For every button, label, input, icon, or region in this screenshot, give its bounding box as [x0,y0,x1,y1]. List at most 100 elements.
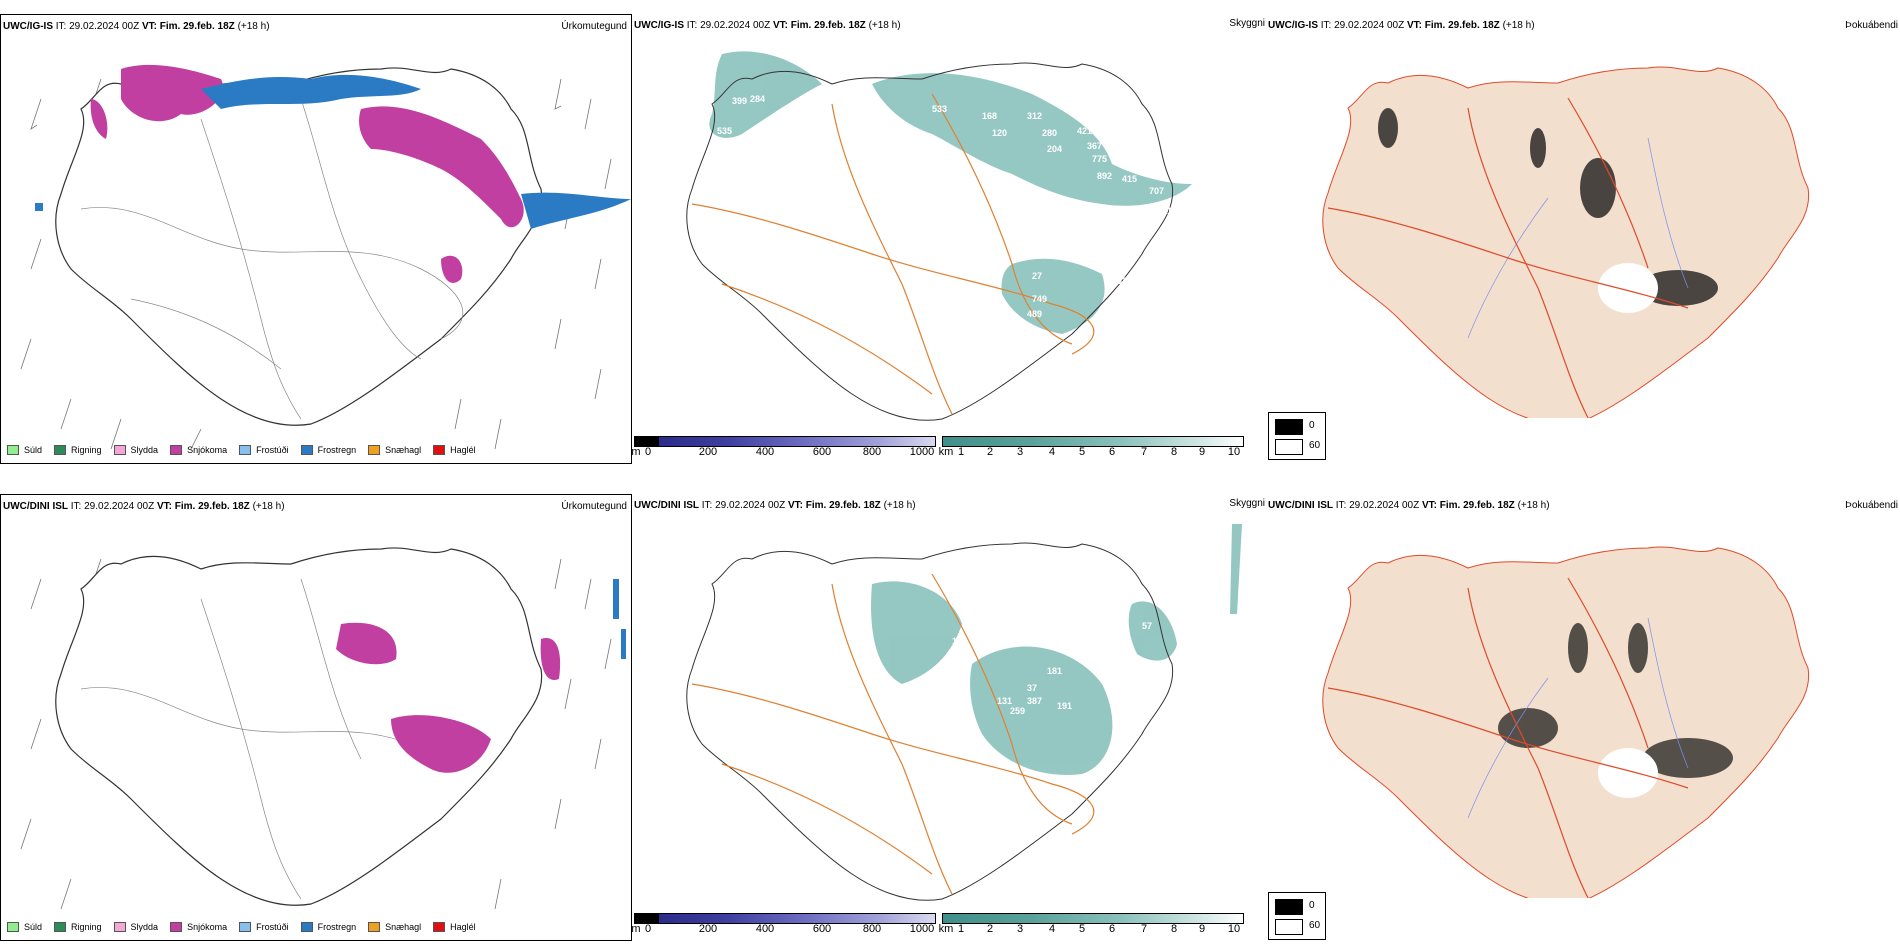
vis-tick: 2 [986,446,994,458]
precip-map-top [20,64,631,449]
legend-label: Snæhagl [385,445,422,455]
ceiling-ticks-bottom: m 0 200 400 600 800 1000 [631,923,942,935]
cloud-label: 421 [1077,126,1092,136]
legend-label: Snæhagl [385,922,422,932]
legend-swatch [300,922,313,932]
lead-time: (+18 h) [868,20,901,31]
cloud-label: 137 [1167,206,1182,216]
cloud-label: 181 [1047,666,1062,676]
cloud-label: 284 [750,94,765,104]
fog-label: 60 [1309,440,1321,451]
ceiling-tick: 600 [812,446,832,458]
it-label: IT: [55,21,67,32]
vis-colorbar-top [942,436,1244,447]
init-time: 29.02.2024 00Z [715,500,786,511]
iceland-outline-top-1 [55,67,543,426]
legend-swatch [54,445,67,455]
model-name: UWC/IG-IS [1268,20,1318,31]
vis-tick: 3 [1016,923,1024,935]
model-name: UWC/DINI ISL [3,501,68,512]
iceland-outline-cloud-top [686,62,1174,421]
vt-label: VT: [787,500,803,511]
legend-swatch [368,922,381,932]
freezing-rain-areas-bottom [613,579,626,659]
precip-map-bottom [20,547,626,910]
vis-tick: 5 [1078,923,1086,935]
legend-swatch [170,445,183,455]
ceiling-unit: m [631,923,641,935]
fog-white-area-bottom [1598,748,1658,798]
cloud-label: 191 [1057,701,1072,711]
cloud-label: 367 [1087,141,1102,151]
legend-item-slydda: Slydda [113,445,158,455]
legend-item-frostudi: Frostúði [239,922,289,932]
init-time: 29.02.2024 00Z [84,501,155,512]
legend-label: Haglél [450,922,476,932]
it-label: IT: [686,20,698,31]
ceiling-tick: 800 [862,923,882,935]
legend-swatch [239,445,252,455]
vt-label: VT: [1406,20,1422,31]
vis-tick: 7 [1140,923,1148,935]
ceiling-tick: 400 [755,446,775,458]
cloud-label: 400 [1132,161,1147,171]
model-name: UWC/IG-IS [634,20,684,31]
cloud-label: 110 [762,131,777,141]
cloud-label: 168 [982,111,997,121]
legend-label: Frostúði [256,445,289,455]
cloud-label: 259 [1010,706,1025,716]
cloud-title-top: Skyggni [1229,18,1265,29]
roads-bottom [80,578,422,900]
init-time: 29.02.2024 00Z [1349,500,1420,511]
precip-panel-bottom: UWC/DINI ISL IT: 29.02.2024 00Z VT: Fim.… [0,494,632,941]
rivers-bottom [1467,617,1689,819]
cloud-label: 136 [957,599,972,609]
legend-label: Frostregn [317,445,357,455]
cloud-label: 27 [1032,271,1042,281]
ceiling-tick: 600 [812,923,832,935]
iceland-land-fog-bottom [1322,546,1810,898]
legend-item-snjokoma: Snjókoma [170,922,227,932]
cloud-label: 861 [1167,226,1182,236]
precip-header-bottom: UWC/DINI ISL IT: 29.02.2024 00Z VT: Fim.… [3,501,285,512]
vt-label: VT: [772,20,788,31]
cloud-label: 120 [992,128,1007,138]
legend-swatch [239,922,252,932]
precip-header-top: UWC/IG-IS IT: 29.02.2024 00Z VT: Fim. 29… [3,21,270,32]
iceland-outline-bottom [55,547,543,906]
legend-item-sudl: Súld [7,922,42,932]
vis-unit: km [938,446,954,458]
legend-item-rigning: Rigning [54,445,102,455]
legend-label: Snjókoma [187,922,228,932]
fog-header-top: UWC/IG-IS IT: 29.02.2024 00Z VT: Fim. 29… [1268,20,1535,31]
snow-areas-bottom [336,622,561,773]
init-time: 29.02.2024 00Z [69,21,140,32]
cloud-panel-top: UWC/IG-IS IT: 29.02.2024 00Z VT: Fim. 29… [631,14,1267,464]
row-bottom: UWC/DINI ISL IT: 29.02.2024 00Z VT: Fim.… [0,480,1900,950]
ceiling-colorbar-top [634,436,936,447]
cloud-label: 399 [732,96,747,106]
cloud-map-top: 399 284 535 533 168 120 312 280 421 204 … [686,51,1205,421]
legend-label: Frostregn [317,922,357,932]
fog-legend-bottom: 0 60 [1268,892,1326,940]
fog-swatch-black [1275,419,1303,435]
legend-label: Haglél [450,445,476,455]
freezing-rain-areas-top [35,74,631,229]
ceiling-tick: 1000 [909,446,935,458]
fog-swatch-white [1275,919,1303,935]
cloud-label: 132 [1112,276,1127,286]
vis-tick: 8 [1170,446,1178,458]
ceiling-tick: 0 [644,923,652,935]
ceiling-tick: 400 [755,923,775,935]
cloud-label: 21 [1107,251,1117,261]
cloud-label: 892 [1097,171,1112,181]
cloud-label: 201 [957,246,972,256]
valid-time: Fim. 29.feb. 18Z [1439,500,1515,511]
legend-swatch [300,445,313,455]
it-label: IT: [1335,500,1347,511]
valid-time: Fim. 29.feb. 18Z [805,500,881,511]
cloud-label: 749 [1032,294,1047,304]
roads-orange-bottom [691,573,1095,895]
it-label: IT: [701,500,713,511]
legend-swatch [54,922,67,932]
